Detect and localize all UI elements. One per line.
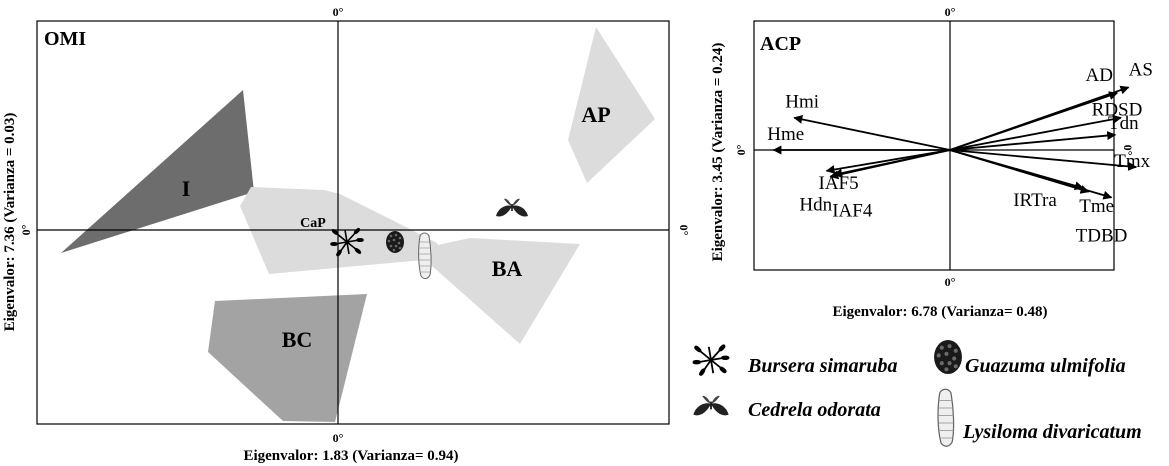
pod-icon [937,388,955,447]
omi-bottom-zero-label: 0° [333,431,344,445]
legend-label-cedrela: Cedrela odorata [748,399,881,421]
omi-region-label-BC: BC [282,327,313,352]
legend-item-lysiloma: Lysiloma divaricatum [937,388,1142,447]
omi-panel: I CaP BA AP BC OMI 0° 0° 0° 0° Eigenvalo… [2,5,691,464]
acp-y-axis-title: Eigenvalor: 3.45 (Varianza = 0.24) [710,43,726,262]
legend-item-cedrela: Cedrela odorata [692,395,881,421]
acp-vector-as [949,85,1130,151]
acp-vector-label-tmx: Tmx [1114,151,1150,172]
omi-region-label-I: I [182,176,191,201]
acp-vector-label-hdn: Hdn [799,195,832,216]
acp-panel: ACP 0° 0° 0° 0° Eigenvalor: 6.78 (Varian… [710,5,1153,320]
acp-vector-label-hme: Hme [767,124,804,145]
acp-vector-tdbd [949,149,1113,200]
acp-vector-label-iaf5: IAF5 [819,173,859,194]
omi-right-zero-label: 0° [677,225,691,236]
fruit-icon [934,339,962,375]
legend-label-bursera: Bursera simaruba [747,355,898,377]
omi-panel-label: OMI [44,28,86,50]
omi-region-label-CaP: CaP [300,216,326,231]
acp-x-axis-title: Eigenvalor: 6.78 (Varianza= 0.48) [832,304,1047,320]
acp-vector-label-tdbd: TDBD [1076,226,1128,247]
acp-right-zero-label: 0° [1121,145,1135,156]
legend-item-guazuma: Guazuma ulmifolia [934,339,1126,377]
acp-vector-label-irtra: IRTra [1013,190,1057,211]
acp-panel-label: ACP [760,33,801,55]
omi-y-axis-title: Eigenvalor: 7.36 (Varianza = 0.03) [2,113,18,332]
omi-region-I [61,90,254,253]
acp-vector-label-hmi: Hmi [785,92,819,113]
acp-vector-label-rdsd: RDSD [1092,100,1143,121]
leaf-cluster-icon [692,343,730,377]
omi-species-marker-fruit-icon [386,231,404,253]
omi-species-marker-pod-icon [418,232,432,280]
acp-vector-label-tme: Tme [1079,196,1114,217]
acp-vector-rdsd [949,114,1122,151]
acp-bottom-zero-label: 0° [945,275,956,289]
acp-vector-tdn [949,131,1117,151]
legend-label-lysiloma: Lysiloma divaricatum [962,421,1142,443]
omi-region-label-AP: AP [581,102,610,127]
species-legend: Bursera simaruba Guazuma ulmifolia Cedre… [692,339,1142,447]
acp-left-zero-label: 0° [734,144,748,155]
acp-plot-frame [753,20,1115,271]
legend-label-guazuma: Guazuma ulmifolia [965,355,1126,377]
omi-region-BA [414,238,580,344]
omi-region-label-BA: BA [492,256,523,281]
omi-region-BC [208,294,367,422]
acp-vector-label-tdn: Tdn [1108,113,1139,134]
acp-top-zero-label: 0° [945,5,956,19]
acp-vector-iaf4 [829,149,951,180]
acp-vector-tmx [949,149,1138,171]
omi-top-zero-label: 0° [333,5,344,19]
omi-x-axis-title: Eigenvalor: 1.83 (Varianza= 0.94) [243,448,458,464]
acp-vector-label-as: AS [1129,59,1153,80]
acp-vector-hmi [793,114,951,151]
leaf-icon [692,395,730,417]
acp-vector-label-iaf4: IAF4 [832,201,873,222]
omi-left-zero-label: 0° [19,224,33,235]
omi-region-AP [568,27,655,183]
legend-item-bursera: Bursera simaruba [692,343,898,377]
acp-vector-label-ad: AD [1085,65,1112,86]
